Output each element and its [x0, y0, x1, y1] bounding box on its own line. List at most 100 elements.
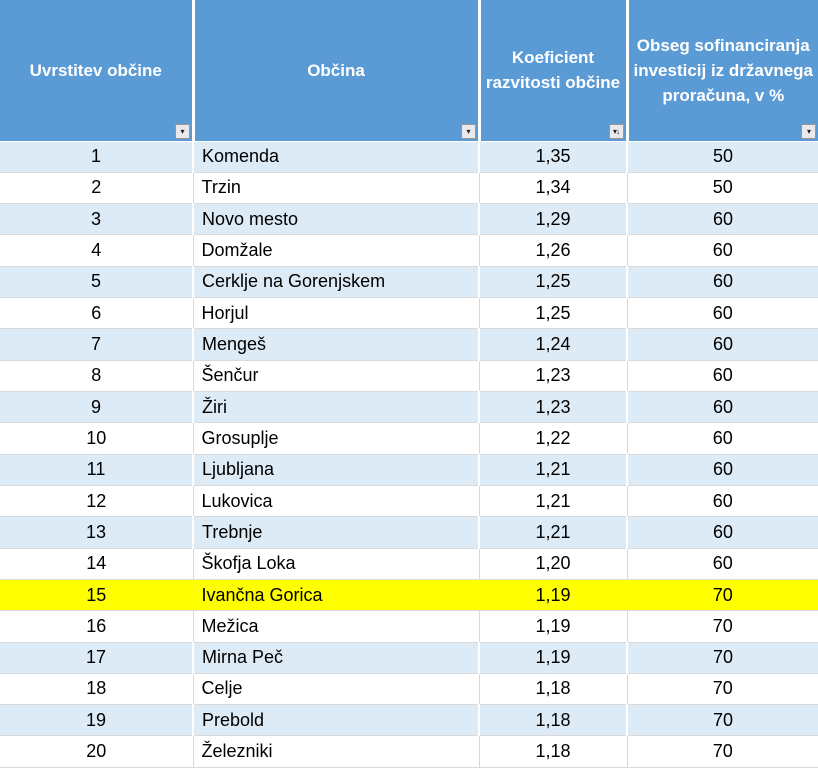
sofinanciranje-cell[interactable]: 60: [627, 548, 818, 580]
table-row: 1 Komenda 1,35 50: [0, 141, 818, 173]
header-cell-obcina[interactable]: Občina ▾: [191, 0, 479, 142]
rank-cell[interactable]: 7: [0, 328, 194, 361]
sofinanciranje-cell[interactable]: 60: [627, 422, 818, 455]
header-cell-koeficient[interactable]: Koeficient razvitosti občine ▾↓: [477, 0, 627, 142]
sofinanciranje-cell[interactable]: 60: [627, 297, 818, 330]
rank-cell[interactable]: 19: [0, 704, 194, 737]
koeficient-cell[interactable]: 1,29: [479, 203, 628, 236]
sofinanciranje-cell[interactable]: 50: [627, 172, 818, 205]
koeficient-cell[interactable]: 1,21: [479, 485, 628, 518]
koeficient-cell[interactable]: 1,21: [479, 516, 628, 549]
header-label-sofinanciranje: Obseg sofinanciranja investicij iz držav…: [633, 35, 813, 105]
koeficient-cell[interactable]: 1,18: [479, 704, 628, 737]
municipality-cell[interactable]: Novo mesto: [193, 203, 480, 236]
municipality-cell[interactable]: Grosuplje: [193, 422, 480, 455]
municipality-cell[interactable]: Cerklje na Gorenjskem: [193, 266, 480, 299]
municipality-cell[interactable]: Škofja Loka: [193, 548, 480, 580]
koeficient-cell[interactable]: 1,34: [479, 172, 628, 205]
sofinanciranje-cell[interactable]: 70: [627, 579, 818, 612]
municipality-cell[interactable]: Ivančna Gorica: [193, 579, 480, 612]
koeficient-cell[interactable]: 1,19: [479, 642, 628, 674]
table-row: 8 Šenčur 1,23 60: [0, 360, 818, 393]
filter-dropdown-icon[interactable]: ▾: [174, 123, 190, 139]
sofinanciranje-cell[interactable]: 70: [627, 610, 818, 643]
municipality-cell[interactable]: Lukovica: [193, 485, 480, 518]
municipality-cell[interactable]: Železniki: [193, 735, 480, 768]
sofinanciranje-cell[interactable]: 70: [627, 642, 818, 674]
koeficient-cell[interactable]: 1,24: [479, 328, 628, 361]
koeficient-cell[interactable]: 1,18: [479, 735, 628, 768]
rank-cell[interactable]: 3: [0, 203, 194, 236]
municipality-cell[interactable]: Šenčur: [193, 360, 480, 393]
sofinanciranje-cell[interactable]: 60: [627, 391, 818, 424]
filter-dropdown-icon[interactable]: ▾: [460, 123, 476, 139]
municipality-cell[interactable]: Domžale: [193, 234, 480, 267]
rank-cell[interactable]: 10: [0, 422, 194, 455]
rank-cell[interactable]: 15: [0, 579, 194, 612]
koeficient-cell[interactable]: 1,25: [479, 297, 628, 330]
rank-cell[interactable]: 18: [0, 673, 194, 706]
koeficient-cell[interactable]: 1,20: [479, 548, 628, 580]
rank-cell[interactable]: 2: [0, 172, 194, 205]
koeficient-cell[interactable]: 1,25: [479, 266, 628, 299]
sofinanciranje-cell[interactable]: 60: [627, 234, 818, 267]
koeficient-cell[interactable]: 1,19: [479, 610, 628, 643]
table-row: 9 Žiri 1,23 60: [0, 391, 818, 424]
sofinanciranje-cell[interactable]: 60: [627, 328, 818, 361]
koeficient-cell[interactable]: 1,26: [479, 234, 628, 267]
municipality-cell[interactable]: Prebold: [193, 704, 480, 737]
municipality-cell[interactable]: Mežica: [193, 610, 480, 643]
table-row: 20 Železniki 1,18 70: [0, 735, 818, 768]
koeficient-cell[interactable]: 1,23: [479, 360, 628, 393]
sofinanciranje-cell[interactable]: 70: [627, 673, 818, 706]
rank-cell[interactable]: 9: [0, 391, 194, 424]
rank-cell[interactable]: 20: [0, 735, 194, 768]
rank-cell[interactable]: 5: [0, 266, 194, 299]
rank-cell[interactable]: 16: [0, 610, 194, 643]
header-cell-uvrstitev[interactable]: Uvrstitev občine ▾: [0, 0, 193, 142]
municipality-cell[interactable]: Žiri: [193, 391, 480, 424]
koeficient-cell[interactable]: 1,18: [479, 673, 628, 706]
sofinanciranje-cell[interactable]: 60: [627, 266, 818, 299]
filter-dropdown-sorted-desc-icon[interactable]: ▾↓: [608, 123, 624, 139]
rank-cell[interactable]: 17: [0, 642, 194, 674]
koeficient-cell[interactable]: 1,35: [479, 141, 628, 173]
rank-cell[interactable]: 4: [0, 234, 194, 267]
rank-cell[interactable]: 12: [0, 485, 194, 518]
sofinanciranje-cell[interactable]: 60: [627, 516, 818, 549]
municipality-cell[interactable]: Horjul: [193, 297, 480, 330]
filter-dropdown-icon[interactable]: ▾: [801, 123, 816, 139]
koeficient-cell[interactable]: 1,22: [479, 422, 628, 455]
municipality-cell[interactable]: Ljubljana: [193, 454, 480, 486]
municipality-cell[interactable]: Mengeš: [193, 328, 480, 361]
table-row: 17 Mirna Peč 1,19 70: [0, 642, 818, 674]
koeficient-cell[interactable]: 1,21: [479, 454, 628, 486]
municipality-cell[interactable]: Trebnje: [193, 516, 480, 549]
header-cell-sofinanciranje[interactable]: Obseg sofinanciranja investicij iz držav…: [625, 0, 818, 142]
sofinanciranje-cell[interactable]: 60: [627, 360, 818, 393]
rank-cell[interactable]: 13: [0, 516, 194, 549]
rank-cell[interactable]: 6: [0, 297, 194, 330]
rank-cell[interactable]: 1: [0, 141, 194, 173]
header-label-obcina: Občina: [307, 60, 365, 80]
municipality-cell[interactable]: Mirna Peč: [193, 642, 480, 674]
sofinanciranje-cell[interactable]: 70: [627, 704, 818, 737]
rank-cell[interactable]: 14: [0, 548, 194, 580]
municipality-cell[interactable]: Trzin: [193, 172, 480, 205]
table-row: 16 Mežica 1,19 70: [0, 610, 818, 643]
municipality-cell[interactable]: Komenda: [193, 141, 480, 173]
header-label-uvrstitev: Uvrstitev občine: [29, 60, 162, 80]
table-row: 6 Horjul 1,25 60: [0, 297, 818, 330]
koeficient-cell[interactable]: 1,19: [479, 579, 628, 612]
rank-cell[interactable]: 8: [0, 360, 194, 393]
municipality-cell[interactable]: Celje: [193, 673, 480, 706]
sofinanciranje-cell[interactable]: 60: [627, 485, 818, 518]
rank-cell[interactable]: 11: [0, 454, 194, 486]
koeficient-cell[interactable]: 1,23: [479, 391, 628, 424]
table-row: 2 Trzin 1,34 50: [0, 172, 818, 205]
sofinanciranje-cell[interactable]: 50: [627, 141, 818, 173]
sofinanciranje-cell[interactable]: 70: [627, 735, 818, 768]
sofinanciranje-cell[interactable]: 60: [627, 454, 818, 486]
sofinanciranje-cell[interactable]: 60: [627, 203, 818, 236]
